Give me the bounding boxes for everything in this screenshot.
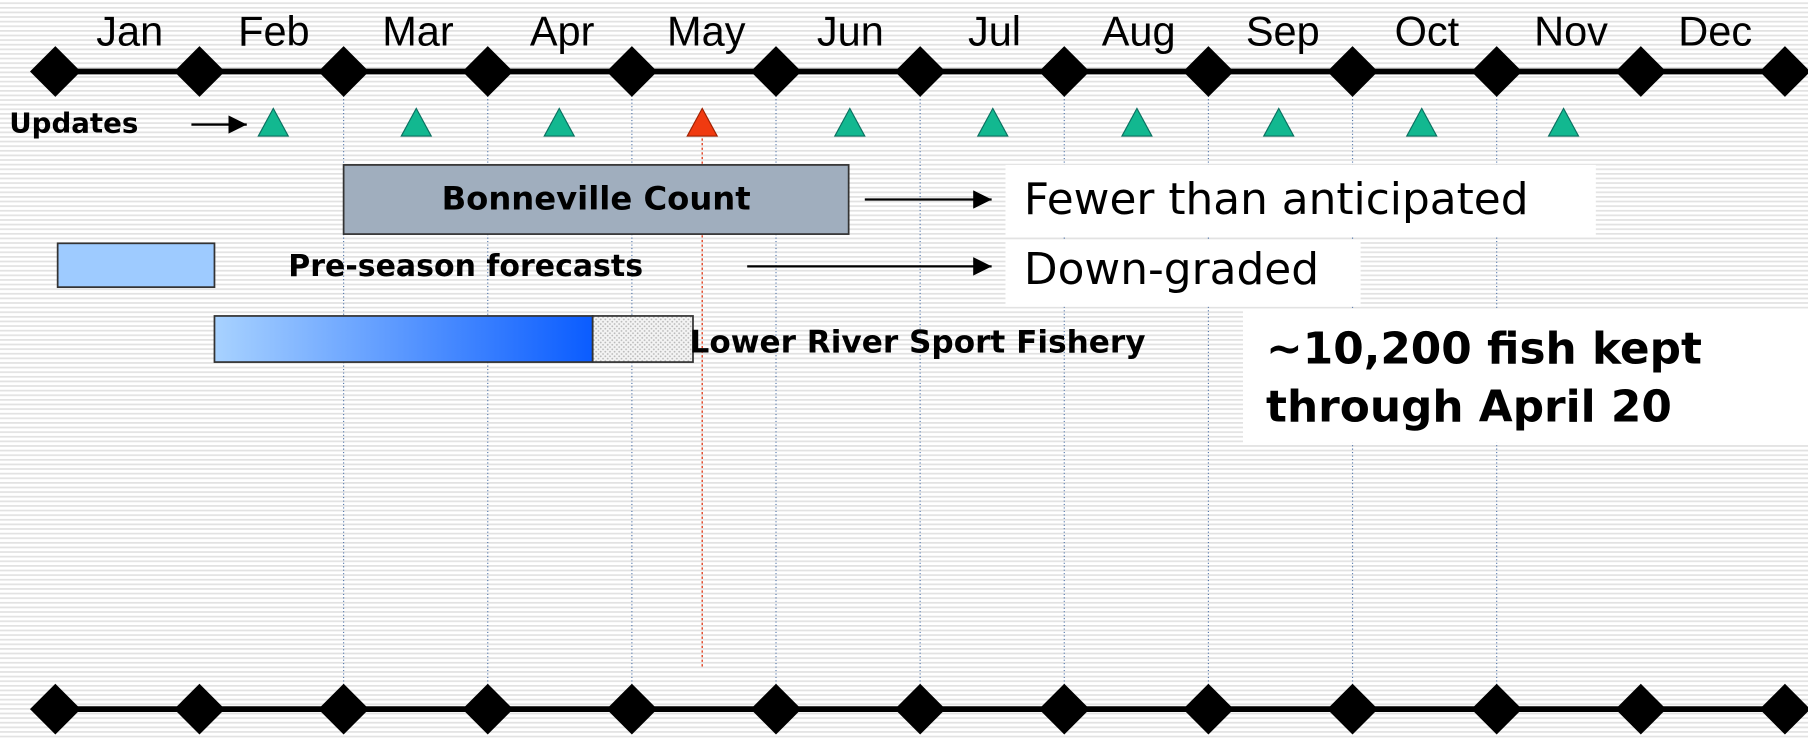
diamond — [1759, 683, 1808, 735]
update-marker — [833, 107, 866, 137]
diamond — [318, 683, 369, 735]
diamond — [1327, 46, 1378, 97]
month-label: Sep — [1246, 8, 1320, 55]
diamond — [174, 46, 225, 97]
update-marker — [686, 107, 719, 137]
diamond — [1615, 683, 1667, 735]
fishery-bar — [213, 315, 594, 363]
update-marker — [257, 107, 290, 137]
diamond — [462, 46, 514, 97]
month-label: Jul — [968, 8, 1021, 55]
diamond — [1471, 46, 1523, 97]
fishery-bar-projected — [591, 315, 694, 363]
month-label: May — [667, 8, 746, 55]
diamond — [1183, 683, 1234, 735]
update-markers — [257, 107, 1580, 137]
diamond — [29, 46, 81, 97]
update-marker — [543, 107, 576, 137]
month-label: Dec — [1678, 8, 1752, 55]
update-marker — [1547, 107, 1580, 137]
month-label: Jun — [817, 8, 884, 55]
note: ~10,200 fish kept — [1266, 324, 1702, 375]
diamond — [1183, 46, 1234, 97]
month-label: Jan — [96, 8, 163, 55]
note: through April 20 — [1266, 381, 1672, 432]
diamond — [606, 46, 658, 97]
diamond — [1759, 46, 1808, 97]
bonneville-bar — [342, 164, 850, 235]
note-box — [1005, 164, 1596, 237]
month-label: Oct — [1395, 8, 1460, 55]
note: Fewer than anticipated — [1024, 174, 1529, 225]
note-box — [1243, 309, 1808, 443]
diamond — [750, 46, 802, 97]
diamond — [462, 683, 514, 735]
bar-label: Pre-season forecasts — [288, 249, 643, 284]
month-label: Nov — [1534, 8, 1608, 55]
bar-label: Bonneville Count — [442, 180, 751, 218]
update-marker — [1120, 107, 1153, 137]
update-marker — [1262, 107, 1295, 137]
month-label: Mar — [382, 8, 454, 55]
timeline-axes: Jan Feb Mar Apr May Jun Jul Aug Sep Oct Nov Dec — [29, 8, 1808, 735]
update-marker — [976, 107, 1009, 137]
forecast-bar — [56, 242, 216, 288]
diamond — [1615, 46, 1667, 97]
update-marker — [400, 107, 433, 137]
diamond — [318, 46, 369, 97]
month-label: Feb — [238, 8, 310, 55]
note-box — [1005, 239, 1361, 307]
month-label: Aug — [1102, 8, 1176, 55]
diamond — [1471, 683, 1523, 735]
diamond — [606, 683, 658, 735]
bar-label: Lower River Sport Fishery — [690, 325, 1146, 361]
diamond — [750, 683, 802, 735]
note: Down-graded — [1024, 244, 1319, 295]
updates-label: Updates — [9, 107, 138, 140]
month-label: Apr — [530, 8, 595, 55]
update-marker — [1405, 107, 1438, 137]
diamond — [1327, 683, 1378, 735]
diamond — [29, 683, 81, 735]
diamond — [894, 683, 946, 735]
diamond — [894, 46, 946, 97]
diamond — [174, 683, 225, 735]
